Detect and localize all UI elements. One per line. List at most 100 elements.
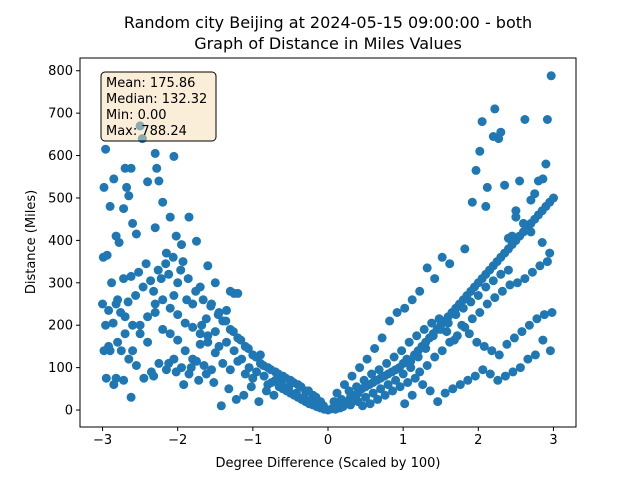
data-point: [493, 375, 503, 385]
y-tick-label: 200: [48, 319, 73, 334]
data-point: [511, 212, 521, 222]
data-point: [173, 310, 183, 320]
data-point: [246, 382, 256, 392]
data-point: [494, 350, 504, 360]
data-point: [427, 318, 437, 328]
data-point: [128, 346, 138, 356]
data-point: [168, 252, 178, 262]
data-point: [532, 314, 542, 324]
data-point: [458, 303, 468, 313]
data-point: [233, 288, 243, 298]
data-point: [134, 267, 144, 277]
data-point: [455, 380, 465, 390]
data-point: [203, 337, 213, 347]
data-point: [156, 274, 166, 284]
data-point: [338, 402, 348, 412]
data-point: [478, 365, 488, 375]
data-point: [537, 238, 547, 247]
data-point: [422, 361, 432, 370]
data-point: [527, 267, 537, 277]
y-tick-label: 300: [48, 276, 73, 291]
data-point: [383, 380, 393, 390]
data-point: [436, 324, 446, 334]
data-point: [463, 375, 473, 385]
data-point: [169, 291, 179, 300]
data-point: [467, 314, 477, 324]
data-point: [319, 401, 328, 411]
data-point: [370, 344, 380, 353]
stats-mean: Mean: 175.86: [106, 76, 195, 91]
x-tick-label: 1: [399, 433, 407, 448]
data-point: [199, 361, 209, 370]
data-point: [237, 354, 247, 364]
data-point: [135, 320, 145, 330]
data-point: [267, 378, 277, 387]
data-point: [428, 331, 438, 341]
data-point: [304, 386, 313, 396]
data-point: [171, 367, 181, 377]
data-point: [412, 331, 422, 341]
data-point: [368, 388, 378, 398]
data-point: [266, 365, 276, 375]
data-point: [104, 305, 114, 315]
data-point: [254, 397, 264, 407]
data-point: [150, 308, 160, 317]
data-point: [158, 197, 168, 207]
data-point: [203, 331, 213, 341]
data-point: [542, 115, 552, 124]
data-point: [131, 291, 141, 300]
data-points: [98, 71, 558, 415]
data-point: [482, 182, 492, 192]
data-point: [473, 291, 483, 300]
data-point: [488, 132, 498, 141]
data-point: [173, 278, 183, 288]
data-point: [192, 356, 201, 366]
data-point: [430, 352, 440, 362]
data-point: [228, 327, 238, 337]
stats-min: Min: 0.00: [106, 108, 167, 123]
stats-max: Max: 788.24: [106, 124, 187, 139]
data-point: [451, 310, 461, 320]
data-point: [523, 354, 533, 364]
x-tick-label: 0: [324, 433, 332, 448]
data-point: [472, 337, 482, 347]
data-point: [244, 363, 254, 373]
data-point: [389, 352, 399, 362]
data-point: [497, 286, 507, 296]
data-point: [344, 386, 354, 396]
data-point: [123, 297, 133, 307]
data-point: [114, 238, 124, 247]
data-point: [482, 299, 492, 309]
data-point: [400, 399, 410, 409]
data-point: [188, 322, 198, 332]
y-tick-label: 700: [48, 107, 73, 122]
data-point: [164, 269, 174, 279]
data-point: [206, 301, 216, 311]
y-tick-label: 400: [48, 234, 73, 249]
data-point: [102, 250, 112, 260]
data-point: [346, 400, 355, 410]
data-point: [210, 278, 220, 288]
data-point: [500, 371, 510, 381]
data-point: [539, 310, 549, 320]
data-point: [180, 318, 190, 328]
data-point: [479, 341, 489, 351]
data-point: [460, 244, 470, 254]
data-point: [437, 346, 447, 356]
data-point: [116, 308, 126, 317]
stats-box: Mean: 175.86 Median: 132.32 Min: 0.00 Ma…: [100, 71, 217, 142]
data-point: [296, 382, 306, 392]
data-point: [222, 337, 231, 347]
data-point: [397, 346, 407, 356]
data-point: [445, 259, 455, 269]
data-point: [299, 392, 309, 402]
data-point: [221, 316, 231, 326]
data-point: [107, 278, 117, 288]
data-point: [99, 346, 109, 356]
data-point: [178, 257, 188, 267]
data-point: [165, 303, 175, 313]
data-point: [143, 177, 153, 187]
data-point: [477, 117, 487, 127]
y-tick-label: 500: [48, 191, 73, 206]
data-point: [505, 280, 515, 290]
